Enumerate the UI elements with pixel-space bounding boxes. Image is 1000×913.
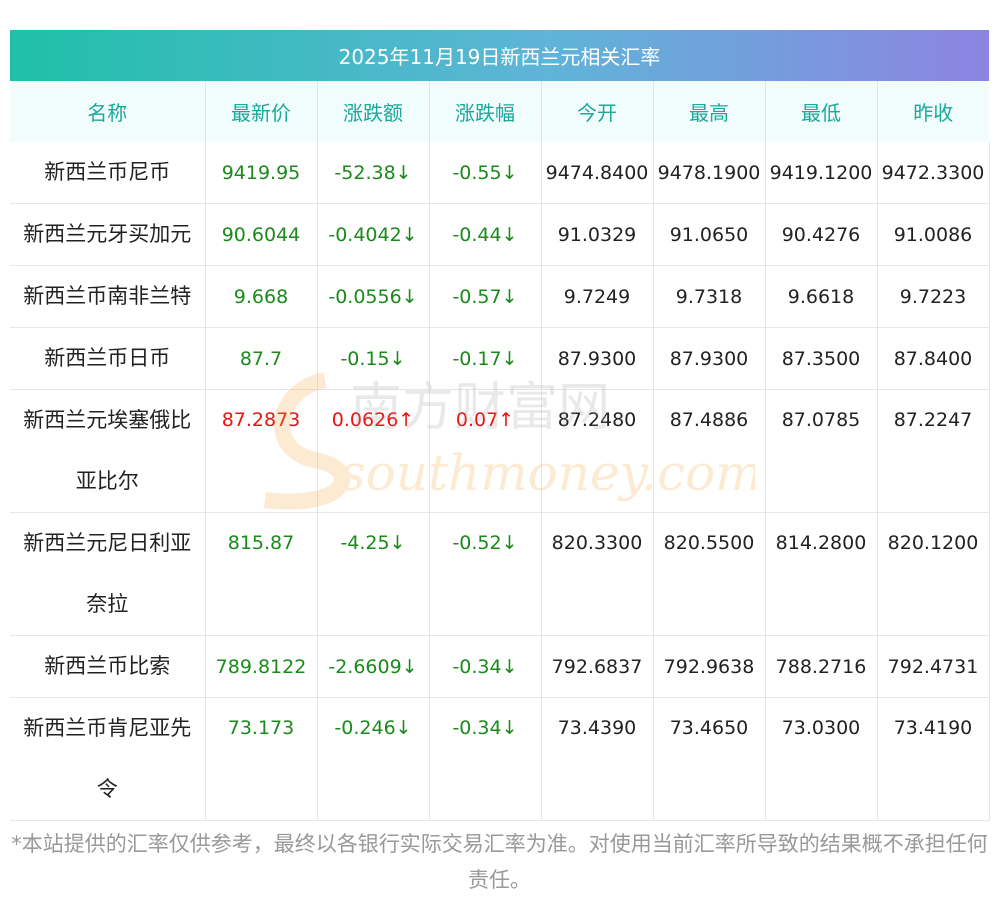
high-cell: 792.9638: [653, 635, 766, 698]
change-cell: -0.0556↓: [317, 265, 430, 328]
high-cell: 9.7318: [653, 265, 766, 328]
prev-cell: 9.7223: [877, 265, 990, 328]
table-row: 新西兰币南非兰特 9.668 -0.0556↓ -0.57↓ 9.7249 9.7318 9…: [10, 265, 990, 328]
high-cell: 9478.1900: [653, 142, 766, 204]
pct-cell: -0.34↓: [429, 697, 542, 821]
table-row: 新西兰币尼币 9419.95 -52.38↓ -0.55↓ 9474.8400 9478.…: [10, 142, 990, 204]
low-cell: 73.0300: [765, 697, 878, 821]
prev-cell: 792.4731: [877, 635, 990, 698]
pct-cell: -0.44↓: [429, 203, 542, 266]
high-cell: 91.0650: [653, 203, 766, 266]
pct-cell: -0.57↓: [429, 265, 542, 328]
header-high: 最高: [653, 81, 766, 142]
high-cell: 87.9300: [653, 327, 766, 390]
pct-cell: -0.52↓: [429, 512, 542, 636]
table-title: 2025年11月19日新西兰元相关汇率: [10, 30, 989, 81]
currency-name-cell: 新西兰币日币: [10, 327, 206, 390]
table-row: 新西兰币比索 789.8122 -2.6609↓ -0.34↓ 792.6837 792.…: [10, 635, 990, 698]
table-row: 新西兰元牙买加元 90.6044 -0.4042↓ -0.44↓ 91.0329 91.0…: [10, 203, 990, 266]
currency-name-cell: 新西兰元埃塞俄比亚比尔: [10, 389, 206, 513]
prev-cell: 9472.3300: [877, 142, 990, 204]
latest-cell: 87.7: [205, 327, 318, 390]
currency-name-cell: 新西兰币比索: [10, 635, 206, 698]
prev-cell: 87.2247: [877, 389, 990, 513]
open-cell: 91.0329: [541, 203, 654, 266]
open-cell: 73.4390: [541, 697, 654, 821]
open-cell: 9474.8400: [541, 142, 654, 204]
pct-cell: 0.07↑: [429, 389, 542, 513]
change-cell: -0.15↓: [317, 327, 430, 390]
header-low: 最低: [765, 81, 878, 142]
low-cell: 87.3500: [765, 327, 878, 390]
currency-name-cell: 新西兰币肯尼亚先令: [10, 697, 206, 821]
header-open: 今开: [541, 81, 654, 142]
prev-cell: 87.8400: [877, 327, 990, 390]
low-cell: 788.2716: [765, 635, 878, 698]
open-cell: 820.3300: [541, 512, 654, 636]
low-cell: 814.2800: [765, 512, 878, 636]
header-pct: 涨跌幅: [429, 81, 542, 142]
open-cell: 9.7249: [541, 265, 654, 328]
latest-cell: 789.8122: [205, 635, 318, 698]
prev-cell: 91.0086: [877, 203, 990, 266]
pct-cell: -0.55↓: [429, 142, 542, 204]
open-cell: 87.2480: [541, 389, 654, 513]
pct-cell: -0.34↓: [429, 635, 542, 698]
rate-table-container: 2025年11月19日新西兰元相关汇率 名称 最新价 涨跌额 涨跌幅 今开 最高…: [10, 30, 990, 821]
latest-cell: 9.668: [205, 265, 318, 328]
open-cell: 792.6837: [541, 635, 654, 698]
low-cell: 9419.1200: [765, 142, 878, 204]
rate-table: 名称 最新价 涨跌额 涨跌幅 今开 最高 最低 昨收 新西兰币尼币 9419.95…: [10, 81, 990, 821]
prev-cell: 820.1200: [877, 512, 990, 636]
header-latest: 最新价: [205, 81, 318, 142]
prev-cell: 73.4190: [877, 697, 990, 821]
header-change: 涨跌额: [317, 81, 430, 142]
table-row: 新西兰币肯尼亚先令 73.173 -0.246↓ -0.34↓ 73.4390 73.46…: [10, 697, 990, 821]
change-cell: -2.6609↓: [317, 635, 430, 698]
high-cell: 820.5500: [653, 512, 766, 636]
latest-cell: 73.173: [205, 697, 318, 821]
table-row: 新西兰币日币 87.7 -0.15↓ -0.17↓ 87.9300 87.9300 87.3…: [10, 327, 990, 390]
high-cell: 73.4650: [653, 697, 766, 821]
header-row: 名称 最新价 涨跌额 涨跌幅 今开 最高 最低 昨收: [10, 81, 989, 142]
latest-cell: 9419.95: [205, 142, 318, 204]
latest-cell: 87.2873: [205, 389, 318, 513]
currency-name-cell: 新西兰币尼币: [10, 142, 206, 204]
open-cell: 87.9300: [541, 327, 654, 390]
change-cell: -4.25↓: [317, 512, 430, 636]
currency-name-cell: 新西兰元牙买加元: [10, 203, 206, 266]
change-cell: -52.38↓: [317, 142, 430, 204]
pct-cell: -0.17↓: [429, 327, 542, 390]
disclaimer: *本站提供的汇率仅供参考，最终以各银行实际交易汇率为准。对使用当前汇率所导致的结…: [11, 832, 988, 892]
table-row: 新西兰元埃塞俄比亚比尔 87.2873 0.0626↑ 0.07↑ 87.2480 87.…: [10, 389, 990, 513]
change-cell: 0.0626↑: [317, 389, 430, 513]
currency-name-cell: 新西兰币南非兰特: [10, 265, 206, 328]
change-cell: -0.4042↓: [317, 203, 430, 266]
change-cell: -0.246↓: [317, 697, 430, 821]
low-cell: 90.4276: [765, 203, 878, 266]
header-name: 名称: [10, 81, 206, 142]
low-cell: 87.0785: [765, 389, 878, 513]
high-cell: 87.4886: [653, 389, 766, 513]
table-row: 新西兰元尼日利亚奈拉 815.87 -4.25↓ -0.52↓ 820.3300 820.…: [10, 512, 990, 636]
currency-name-cell: 新西兰元尼日利亚奈拉: [10, 512, 206, 636]
latest-cell: 815.87: [205, 512, 318, 636]
low-cell: 9.6618: [765, 265, 878, 328]
latest-cell: 90.6044: [205, 203, 318, 266]
header-prev: 昨收: [877, 81, 989, 142]
